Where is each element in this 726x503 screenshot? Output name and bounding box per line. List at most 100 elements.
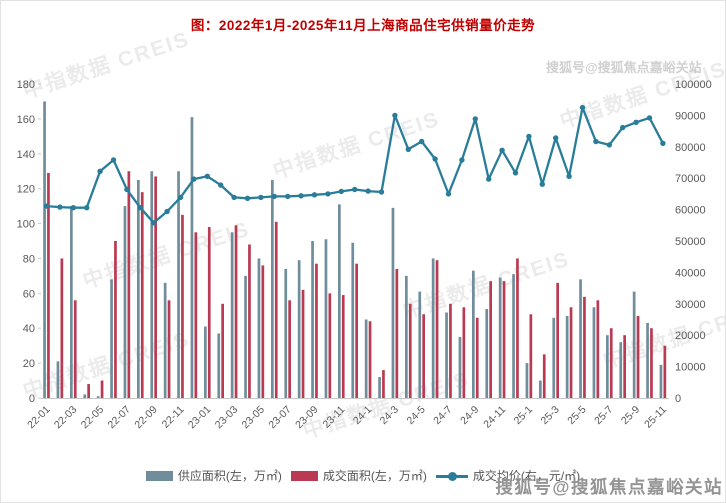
svg-text:60: 60	[23, 288, 35, 300]
svg-text:22-09: 22-09	[132, 404, 160, 432]
svg-text:22-11: 22-11	[160, 404, 187, 431]
chart-legend: 供应面积(左，万㎡) 成交面积(左，万㎡) 成交均价(右，元/㎡)	[1, 467, 725, 484]
price-point	[70, 205, 77, 211]
svg-text:23-03: 23-03	[213, 404, 241, 432]
sales-bar	[87, 384, 90, 398]
supply-bar	[445, 312, 448, 398]
sales-bar	[422, 314, 425, 398]
price-point	[164, 208, 170, 215]
sales-bar	[140, 192, 144, 398]
sales-bar	[650, 328, 653, 398]
supply-bar	[257, 258, 261, 398]
price-point	[620, 124, 626, 131]
sales-bar	[301, 289, 305, 398]
price-point	[84, 205, 90, 211]
svg-text:24-5: 24-5	[404, 404, 427, 427]
svg-text:70000: 70000	[675, 173, 706, 185]
supply-bar	[150, 171, 154, 398]
svg-text:30000: 30000	[675, 299, 706, 311]
price-point	[244, 195, 251, 201]
svg-text:80: 80	[23, 253, 35, 265]
sales-bar	[341, 295, 345, 398]
sales-bar	[181, 214, 184, 398]
price-point	[137, 205, 143, 211]
sales-bar	[542, 354, 546, 398]
svg-text:24-1: 24-1	[351, 404, 374, 427]
sales-bar	[167, 300, 171, 398]
price-point	[419, 138, 425, 145]
svg-text:25-7: 25-7	[592, 404, 615, 427]
price-point	[124, 186, 130, 193]
price-point	[459, 157, 465, 163]
supply-bar	[659, 364, 663, 398]
svg-text:23-01: 23-01	[186, 404, 214, 432]
supply-bar	[244, 275, 247, 398]
svg-text:24-11: 24-11	[481, 404, 508, 431]
legend-item-sales: 成交面积(左，万㎡)	[290, 467, 427, 484]
price-point	[177, 194, 184, 201]
price-point	[285, 193, 291, 200]
svg-text:180: 180	[17, 79, 35, 91]
supply-bar	[579, 279, 582, 398]
price-point	[57, 204, 63, 210]
svg-text:100000: 100000	[675, 79, 712, 91]
supply-bar	[96, 396, 100, 398]
sales-bar	[395, 268, 399, 398]
svg-text:20000: 20000	[675, 330, 706, 342]
sales-bar	[154, 176, 157, 398]
svg-text:22-03: 22-03	[52, 404, 80, 432]
sales-bar	[556, 282, 559, 398]
price-point	[231, 194, 237, 201]
supply-bar	[632, 291, 636, 398]
supply-bar	[137, 179, 140, 398]
price-point	[579, 104, 586, 111]
price-point	[110, 157, 117, 163]
supply-bar	[565, 316, 569, 398]
supply-bar	[364, 319, 368, 398]
supply-bar	[190, 117, 194, 399]
price-point	[352, 186, 358, 193]
sales-bar	[623, 335, 626, 398]
svg-text:22-07: 22-07	[106, 404, 134, 432]
price-point	[325, 191, 331, 197]
supply-bar	[271, 179, 274, 398]
price-point	[392, 112, 398, 119]
supply-bar	[163, 282, 167, 398]
supply-bar	[539, 380, 542, 398]
sales-bar	[234, 225, 238, 398]
sohu-watermark-bottom: 搜狐号@搜狐焦点嘉峪关站	[495, 477, 723, 497]
right-axis-labels: 0 10000 20000 30000 40000 50000 60000 70000 8000…	[675, 79, 712, 405]
price-point	[593, 138, 599, 145]
svg-text:23-09: 23-09	[293, 404, 321, 432]
svg-text:23-11: 23-11	[320, 404, 347, 431]
sales-bar	[569, 307, 573, 398]
sales-bar	[288, 300, 291, 398]
sales-bar	[221, 303, 224, 398]
svg-text:50000: 50000	[675, 236, 706, 248]
supply-bar	[324, 239, 328, 398]
sales-bar	[194, 232, 198, 398]
svg-text:25-9: 25-9	[619, 404, 642, 427]
price-point	[566, 173, 572, 179]
supply-bar	[43, 101, 46, 398]
price-point	[606, 142, 612, 148]
sales-bar	[60, 258, 64, 398]
chart-title: 图：2022年1月-2025年11月上海商品住宅供销量价走势	[190, 18, 536, 33]
supply-bar	[284, 268, 288, 398]
supply-bar	[391, 207, 395, 398]
sales-swatch-icon	[290, 470, 318, 481]
supply-swatch-icon	[145, 470, 173, 481]
price-point	[258, 194, 264, 201]
svg-text:0: 0	[29, 393, 35, 405]
svg-text:25-11: 25-11	[642, 404, 669, 431]
svg-text:0: 0	[675, 393, 681, 405]
svg-text:40: 40	[23, 323, 35, 335]
price-point	[432, 156, 438, 162]
supply-bar	[123, 206, 127, 398]
left-axis-labels: 0 20 40 60 80 100 120 140 160 180	[17, 79, 41, 405]
supply-bar	[83, 394, 87, 398]
sales-bar	[609, 328, 613, 398]
price-point	[338, 188, 344, 195]
